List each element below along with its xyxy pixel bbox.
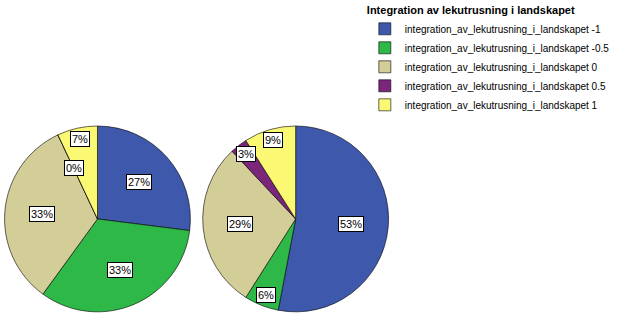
svg-text:integration_av_lekutrusning_i_: integration_av_lekutrusning_i_landskapet… bbox=[405, 100, 598, 111]
svg-text:Integration av lekutrusning i: Integration av lekutrusning i landskapet bbox=[367, 4, 575, 16]
svg-text:33%: 33% bbox=[109, 264, 131, 276]
svg-text:6%: 6% bbox=[258, 289, 274, 301]
svg-text:integration_av_lekutrusning_i_: integration_av_lekutrusning_i_landskapet… bbox=[405, 81, 606, 92]
svg-text:53%: 53% bbox=[340, 218, 362, 230]
svg-text:3%: 3% bbox=[238, 148, 254, 160]
svg-text:0%: 0% bbox=[66, 162, 82, 174]
svg-text:29%: 29% bbox=[229, 218, 251, 230]
svg-text:integration_av_lekutrusning_i_: integration_av_lekutrusning_i_landskapet… bbox=[405, 43, 609, 54]
svg-text:27%: 27% bbox=[128, 176, 150, 188]
svg-text:integration_av_lekutrusning_i_: integration_av_lekutrusning_i_landskapet… bbox=[405, 24, 601, 35]
svg-text:9%: 9% bbox=[265, 134, 281, 146]
svg-text:7%: 7% bbox=[72, 133, 88, 145]
svg-text:33%: 33% bbox=[31, 208, 53, 220]
svg-text:integration_av_lekutrusning_i_: integration_av_lekutrusning_i_landskapet… bbox=[405, 62, 598, 73]
